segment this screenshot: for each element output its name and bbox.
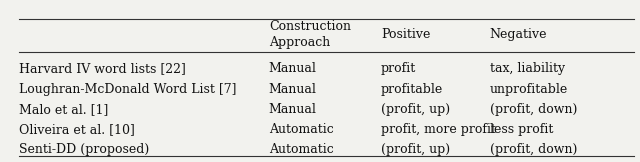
Text: profit: profit xyxy=(381,62,416,75)
Text: (profit, down): (profit, down) xyxy=(490,103,577,116)
Text: Positive: Positive xyxy=(381,28,430,41)
Text: Manual: Manual xyxy=(269,83,317,96)
Text: Malo et al. [1]: Malo et al. [1] xyxy=(19,103,109,116)
Text: Automatic: Automatic xyxy=(269,123,333,136)
Text: Construction
Approach: Construction Approach xyxy=(269,20,351,49)
Text: Harvard IV word lists [22]: Harvard IV word lists [22] xyxy=(19,62,186,75)
Text: Senti-DD (proposed): Senti-DD (proposed) xyxy=(19,143,150,156)
Text: (profit, up): (profit, up) xyxy=(381,103,450,116)
Text: Negative: Negative xyxy=(490,28,547,41)
Text: Oliveira et al. [10]: Oliveira et al. [10] xyxy=(19,123,135,136)
Text: profit, more profit: profit, more profit xyxy=(381,123,496,136)
Text: less profit: less profit xyxy=(490,123,553,136)
Text: Loughran-McDonald Word List [7]: Loughran-McDonald Word List [7] xyxy=(19,83,237,96)
Text: unprofitable: unprofitable xyxy=(490,83,568,96)
Text: Manual: Manual xyxy=(269,62,317,75)
Text: (profit, up): (profit, up) xyxy=(381,143,450,156)
Text: Manual: Manual xyxy=(269,103,317,116)
Text: profitable: profitable xyxy=(381,83,443,96)
Text: Automatic: Automatic xyxy=(269,143,333,156)
Text: (profit, down): (profit, down) xyxy=(490,143,577,156)
Text: tax, liability: tax, liability xyxy=(490,62,564,75)
